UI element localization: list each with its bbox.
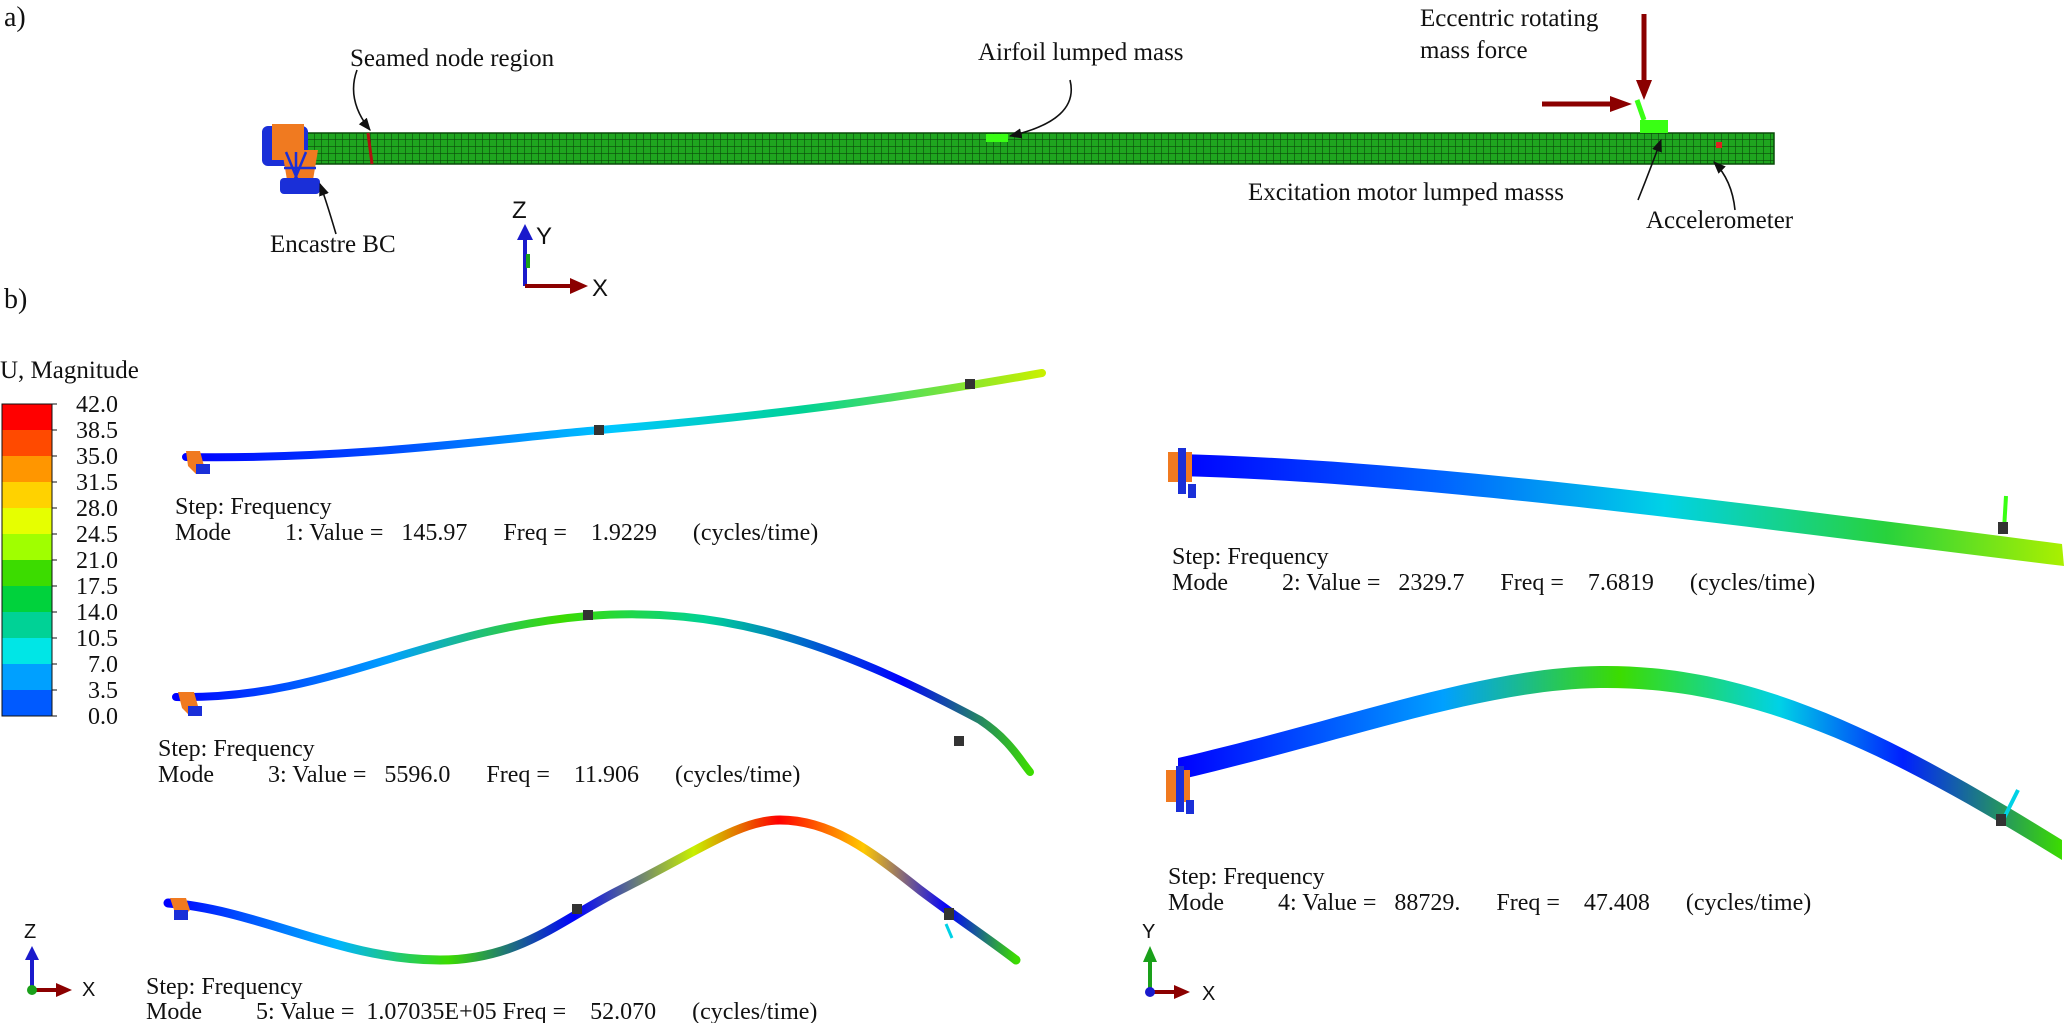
- legend-tick-label: 42.0: [76, 392, 118, 418]
- seamed-node-label: Seamed node region: [350, 45, 555, 72]
- triad-a-y: Y: [536, 223, 552, 250]
- mode-1-shape: [182, 369, 1046, 474]
- triad-a-z: Z: [512, 197, 527, 224]
- seamed-node-line: [366, 132, 374, 165]
- legend: U, Magnitude 42.038.535.031.528.024.521.…: [0, 357, 139, 730]
- legend-tick-label: 21.0: [76, 548, 118, 574]
- legend-band: [2, 586, 52, 613]
- mode-5-line: Mode 5: Value = 1.07035E+05 Freq = 52.07…: [146, 999, 817, 1023]
- mode-5-step: Step: Frequency: [146, 974, 303, 1000]
- mode-2-line: Mode 2: Value = 2329.7 Freq = 7.6819 (cy…: [1172, 570, 1815, 596]
- legend-band: [2, 664, 52, 691]
- triad-b-right-x: X: [1202, 983, 1215, 1005]
- legend-tick-label: 10.5: [76, 626, 118, 652]
- legend-band: [2, 560, 52, 587]
- force-arrows: [1542, 14, 1652, 112]
- beam-mesh: [297, 132, 1775, 165]
- legend-tick-label: 35.0: [76, 444, 118, 470]
- legend-tick-label: 17.5: [76, 574, 118, 600]
- motor-shaft: [1634, 99, 1647, 121]
- mode-4-line: Mode 4: Value = 88729. Freq = 47.408 (cy…: [1168, 890, 1811, 916]
- airfoil-mass-block: [986, 134, 1008, 142]
- airfoil-label: Airfoil lumped mass: [978, 39, 1184, 66]
- mode-4-step: Step: Frequency: [1168, 864, 1325, 890]
- panel-a-leaders: [319, 69, 1736, 235]
- panel-a-label: a): [4, 2, 26, 33]
- legend-tick-label: 28.0: [76, 496, 118, 522]
- mode-2-shape: [1168, 448, 2064, 566]
- legend-band: [2, 482, 52, 509]
- triad-a-x: X: [592, 275, 608, 302]
- encastre-label: Encastre BC: [270, 231, 396, 258]
- legend-band: [2, 508, 52, 535]
- triad-a: Z Y X: [512, 197, 608, 302]
- panel-b-label: b): [4, 284, 27, 315]
- legend-title: U, Magnitude: [0, 357, 139, 384]
- motor-mass-block: [1640, 120, 1668, 133]
- mode-2-step: Step: Frequency: [1172, 544, 1329, 570]
- triad-b-left-x: X: [82, 979, 95, 1001]
- legend-band: [2, 430, 52, 457]
- legend-band: [2, 456, 52, 483]
- mode-3-line: Mode 3: Value = 5596.0 Freq = 11.906 (cy…: [158, 762, 800, 788]
- mode-1-line: Mode 1: Value = 145.97 Freq = 1.9229 (cy…: [175, 520, 818, 546]
- triad-b-right-y: Y: [1142, 921, 1155, 943]
- legend-band: [2, 404, 52, 431]
- encastre-support: [262, 124, 320, 194]
- legend-band: [2, 690, 52, 717]
- legend-colorbar: [1, 403, 53, 717]
- legend-tick-label: 3.5: [88, 678, 118, 704]
- legend-band: [2, 534, 52, 561]
- legend-band: [2, 638, 52, 665]
- legend-tick-label: 7.0: [88, 652, 118, 678]
- triad-b-right: Y X: [1142, 921, 1215, 1005]
- legend-tick-label: 14.0: [76, 600, 118, 626]
- legend-tick-label: 38.5: [76, 418, 118, 444]
- mode-4-shape: [1166, 665, 2062, 860]
- legend-tick-label: 0.0: [88, 704, 118, 730]
- motor-label: Excitation motor lumped masss: [1248, 179, 1564, 206]
- mode-3-shape: [172, 610, 1034, 776]
- beam-mesh-model: [297, 99, 1775, 165]
- accelerometer-marker: [1716, 142, 1722, 148]
- mode-1-step: Step: Frequency: [175, 494, 332, 520]
- mode-3-step: Step: Frequency: [158, 736, 315, 762]
- legend-tick-labels: 42.038.535.031.528.024.521.017.514.010.5…: [52, 392, 118, 730]
- triad-b-left-z: Z: [24, 921, 36, 943]
- mode-5-shape: [163, 815, 1021, 965]
- eccentric-label-line1: Eccentric rotating: [1420, 5, 1599, 32]
- legend-tick-label: 24.5: [76, 522, 118, 548]
- triad-b-left: Z X: [24, 921, 95, 1001]
- legend-tick-label: 31.5: [76, 470, 118, 496]
- legend-band: [2, 612, 52, 639]
- accelerometer-label: Accelerometer: [1646, 207, 1794, 234]
- eccentric-label-line2: mass force: [1420, 37, 1528, 64]
